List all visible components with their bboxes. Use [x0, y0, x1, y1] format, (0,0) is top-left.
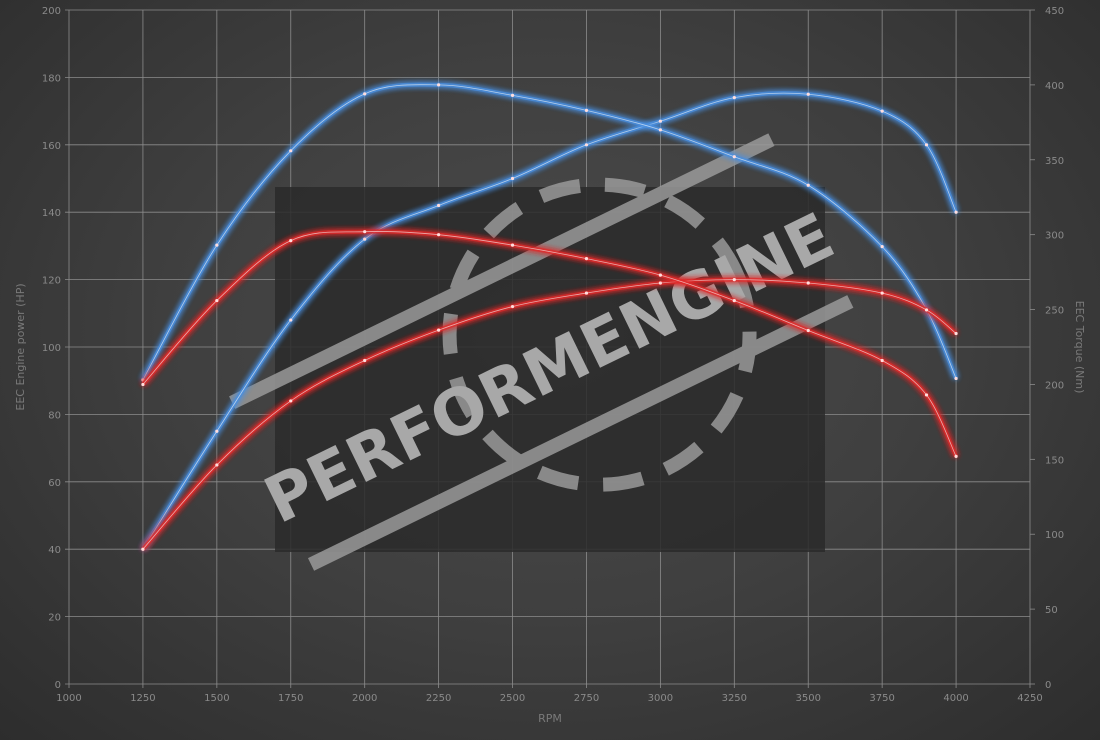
y-left-tick-label: 40	[48, 545, 61, 556]
data-point	[584, 143, 589, 147]
data-point	[584, 108, 589, 112]
data-point	[363, 92, 367, 96]
y-left-tick-label: 20	[48, 613, 61, 624]
y-right-tick-label: 50	[1045, 605, 1058, 616]
x-tick-label: 3750	[869, 693, 894, 704]
data-point	[215, 463, 219, 467]
data-point	[924, 308, 929, 312]
y-right-tick-label: 300	[1045, 231, 1064, 242]
y-right-tick-label: 350	[1045, 156, 1064, 167]
data-point	[806, 328, 810, 333]
series-line-highlight	[142, 92, 957, 550]
data-point	[437, 83, 441, 87]
y-left-tick-label: 200	[42, 6, 61, 17]
series-line-highlight	[142, 279, 957, 550]
data-point	[510, 93, 515, 97]
y-left-tick-label: 140	[42, 208, 61, 219]
data-point	[363, 230, 367, 234]
y-left-tick-label: 100	[42, 343, 61, 354]
data-point	[584, 291, 589, 295]
x-tick-label: 2250	[426, 693, 451, 704]
series-torque-3	[141, 229, 958, 458]
data-point	[880, 358, 884, 363]
y-right-tick-label: 0	[1045, 680, 1051, 691]
x-tick-label: 2500	[500, 693, 525, 704]
data-point	[658, 273, 662, 277]
x-tick-label: 1250	[130, 693, 155, 704]
data-point	[363, 358, 367, 363]
data-point	[437, 328, 441, 332]
y-left-tick-label: 60	[48, 478, 61, 489]
data-point	[806, 183, 810, 187]
watermark-logo: PERFORMENGINE	[229, 133, 854, 571]
x-tick-label: 1750	[278, 693, 303, 704]
data-point	[880, 245, 884, 249]
data-point	[658, 128, 662, 132]
data-point	[732, 298, 736, 303]
data-point	[215, 298, 219, 303]
x-tick-label: 3000	[648, 693, 673, 704]
data-point	[289, 318, 293, 322]
data-point	[880, 109, 884, 113]
data-point	[289, 239, 293, 243]
data-point	[510, 304, 515, 309]
x-tick-label: 2000	[352, 693, 377, 704]
x-tick-label: 4000	[943, 693, 968, 704]
data-point	[437, 203, 441, 208]
data-point	[732, 155, 736, 159]
y-left-tick-label: 80	[48, 410, 61, 421]
data-point	[954, 331, 958, 336]
data-point	[924, 143, 929, 147]
data-point	[732, 278, 736, 282]
data-point	[658, 119, 662, 123]
data-point	[215, 243, 219, 247]
y-left-tick-label: 180	[42, 73, 61, 84]
series-line-highlight	[142, 230, 957, 457]
data-point	[363, 237, 367, 241]
data-point	[954, 454, 958, 458]
data-point	[437, 233, 441, 237]
x-tick-label: 4250	[1017, 693, 1042, 704]
y-right-tick-label: 200	[1045, 380, 1064, 391]
series-power-2	[141, 277, 958, 551]
x-tick-label: 3500	[796, 693, 821, 704]
y-right-tick-label: 400	[1045, 81, 1064, 92]
series-line-highlight	[142, 84, 957, 381]
data-point	[658, 281, 662, 285]
x-axis-label: RPM	[538, 712, 562, 725]
data-point	[141, 547, 145, 551]
y-left-tick-label: 160	[42, 141, 61, 152]
data-point	[806, 281, 810, 285]
y-left-tick-label: 0	[55, 680, 61, 691]
y-right-tick-label: 150	[1045, 455, 1064, 466]
data-point	[215, 429, 219, 433]
x-tick-label: 2750	[574, 693, 599, 704]
y-left-tick-label: 120	[42, 276, 61, 287]
data-point	[289, 149, 293, 153]
data-point	[806, 92, 810, 96]
data-point	[141, 382, 145, 387]
data-point	[954, 210, 958, 214]
y-axis-left-label: EEC Engine power (HP)	[14, 283, 27, 410]
series-torque-1	[141, 82, 958, 382]
data-point	[924, 393, 929, 397]
data-point	[732, 96, 736, 100]
data-point	[584, 257, 589, 261]
x-tick-label: 1000	[56, 693, 81, 704]
x-tick-label: 3250	[722, 693, 747, 704]
data-point	[880, 291, 884, 295]
data-point	[954, 376, 958, 381]
y-right-tick-label: 450	[1045, 6, 1064, 17]
data-point	[510, 243, 515, 247]
data-point	[289, 399, 293, 403]
y-right-tick-label: 100	[1045, 530, 1064, 541]
data-point	[510, 176, 515, 181]
x-tick-label: 1500	[204, 693, 229, 704]
y-axis-right-label: EEC Torque (Nm)	[1073, 301, 1086, 394]
y-right-tick-label: 250	[1045, 306, 1064, 317]
